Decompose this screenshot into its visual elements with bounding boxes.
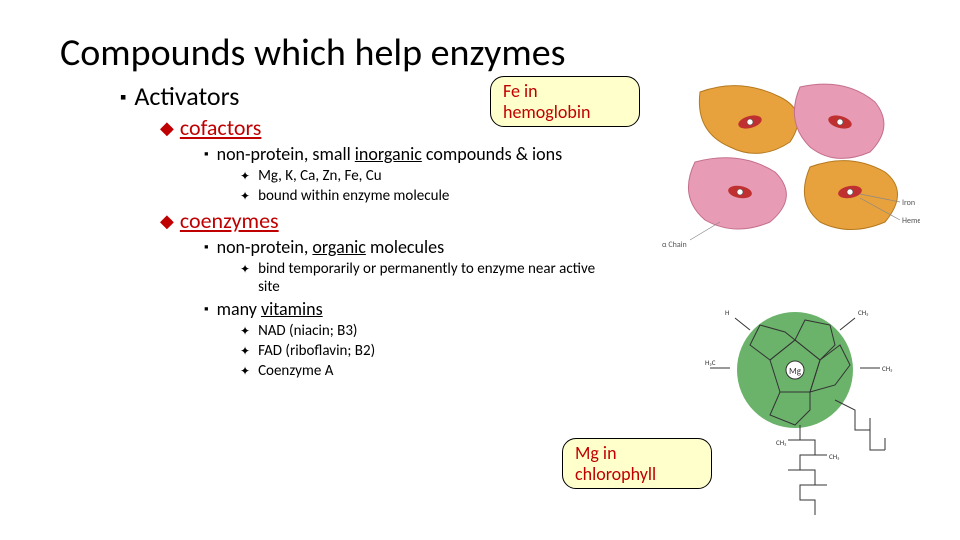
heme-label: Heme bbox=[902, 216, 920, 226]
slide-title: Compounds which help enzymes bbox=[60, 30, 900, 76]
hemoglobin-icon: Iron Heme α Chain bbox=[660, 72, 920, 252]
activators-label: Activators bbox=[134, 80, 239, 112]
square-bullet-icon: ▪ bbox=[204, 240, 209, 255]
star-bullet-icon: ✦ bbox=[240, 324, 250, 339]
diamond-bullet-icon: ◆ bbox=[160, 210, 174, 232]
mg-label: Mg bbox=[789, 366, 802, 377]
slide: Compounds which help enzymes ▪ Activator… bbox=[0, 0, 960, 540]
cofactors-desc-text: non-protein, small inorganic compounds &… bbox=[217, 143, 563, 165]
coenzymes-desc-text: non-protein, organic molecules bbox=[217, 236, 445, 258]
cofactors-label: cofactors bbox=[180, 114, 262, 141]
svg-text:CH₃: CH₃ bbox=[882, 364, 893, 373]
svg-text:CH₃: CH₃ bbox=[829, 452, 840, 461]
star-bullet-icon: ✦ bbox=[240, 364, 250, 379]
iron-label: Iron bbox=[902, 198, 915, 208]
coenzymes-desc: ▪ non-protein, organic molecules bbox=[204, 236, 644, 258]
square-bullet-icon: ▪ bbox=[204, 302, 209, 317]
coenzymes-vitamins: ▪ many vitamins bbox=[204, 298, 644, 320]
callout-hemoglobin: Fe in hemoglobin bbox=[490, 76, 640, 127]
cofactors-desc: ▪ non-protein, small inorganic compounds… bbox=[204, 143, 644, 165]
callout-chlorophyll: Mg in chlorophyll bbox=[562, 438, 712, 489]
cofactors-bound: ✦ bound within enzyme molecule bbox=[240, 187, 600, 205]
square-bullet-icon: ▪ bbox=[120, 86, 126, 108]
vitamin-coa: ✦ Coenzyme A bbox=[240, 362, 600, 380]
svg-text:H: H bbox=[725, 308, 729, 317]
svg-text:CH₃: CH₃ bbox=[858, 308, 869, 317]
square-bullet-icon: ▪ bbox=[204, 147, 209, 162]
cofactors-example-ions: ✦ Mg, K, Ca, Zn, Fe, Cu bbox=[240, 167, 600, 185]
star-bullet-icon: ✦ bbox=[240, 169, 250, 184]
diamond-bullet-icon: ◆ bbox=[160, 117, 174, 139]
vitamin-nad: ✦ NAD (niacin; B3) bbox=[240, 322, 600, 340]
star-bullet-icon: ✦ bbox=[240, 262, 250, 277]
star-bullet-icon: ✦ bbox=[240, 189, 250, 204]
svg-text:H₃C: H₃C bbox=[705, 358, 716, 367]
vitamin-fad: ✦ FAD (riboflavin; B2) bbox=[240, 342, 600, 360]
chain-label: α Chain bbox=[662, 240, 687, 250]
star-bullet-icon: ✦ bbox=[240, 344, 250, 359]
coenzymes-label: coenzymes bbox=[180, 207, 279, 234]
svg-text:CH₂: CH₂ bbox=[776, 438, 787, 447]
chlorophyll-icon: Mg H₃C CH₃ H CH₃ CH₂ CH₃ bbox=[700, 300, 920, 520]
coenzymes-bind: ✦ bind temporarily or permanently to enz… bbox=[240, 260, 600, 296]
vitamins-text: many vitamins bbox=[217, 298, 323, 320]
